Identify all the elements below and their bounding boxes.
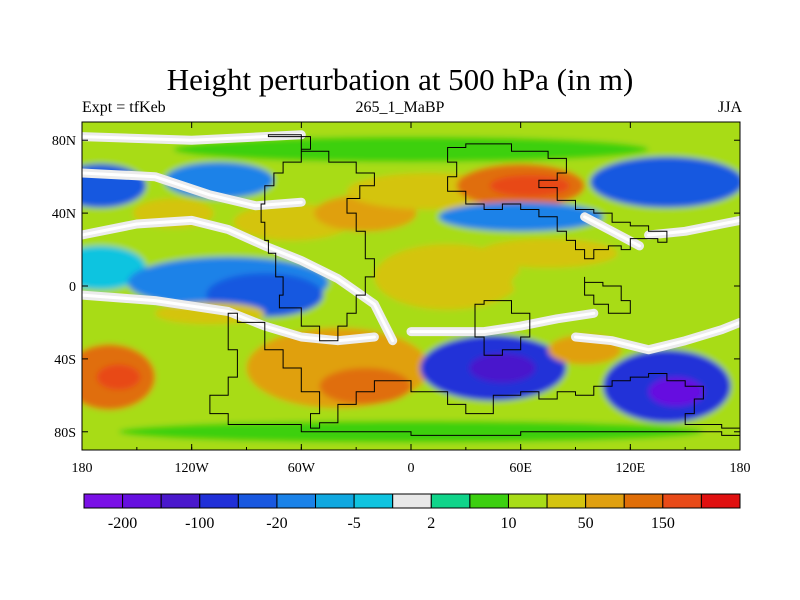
colorbar-box-12 <box>546 493 587 509</box>
lat-tick-label-2: 0 <box>69 280 76 295</box>
field-cell-20 <box>319 368 411 405</box>
field-cell-16 <box>478 238 618 268</box>
colorbar-box-5 <box>276 493 317 509</box>
run-label: 265_1_MaBP <box>355 99 445 116</box>
lat-tick-label-1: 40N <box>52 207 76 222</box>
field-cell-8 <box>438 202 603 232</box>
field-cell-24 <box>648 377 704 407</box>
neutral-band-core-0 <box>82 218 395 343</box>
neutral-band-core-2 <box>82 171 303 208</box>
colorbar-label-2: -20 <box>266 515 287 532</box>
field-cell-14 <box>374 244 521 310</box>
field-cell-22 <box>469 353 536 383</box>
lat-tick-label-0: 80N <box>52 134 76 149</box>
field-cell-15 <box>511 256 713 308</box>
colorbar-label-5: 10 <box>500 515 516 532</box>
colorbar-label-0: -200 <box>108 515 137 532</box>
axes: 180 120W 60W 0 60E 120E 180 80N 40N 0 40S 80S <box>52 122 751 476</box>
experiment-label: Expt = tfKeb <box>82 99 166 116</box>
field-cell-7 <box>489 174 571 197</box>
colorbar-box-8 <box>392 493 432 509</box>
colorbar-box-16 <box>700 493 741 509</box>
lon-tick-label-5: 120E <box>616 461 646 476</box>
field-cell-10 <box>173 136 649 163</box>
land-outline-4 <box>474 300 531 356</box>
lon-tick-label-0: 180 <box>72 461 93 476</box>
colorbar-box-10 <box>469 493 509 509</box>
lon-tick-label-1: 120W <box>175 461 210 476</box>
season-label: JJA <box>717 99 742 116</box>
colorbar-box-3 <box>199 493 239 509</box>
neutral-band-core-7 <box>82 133 303 142</box>
field-shading <box>82 122 740 450</box>
colorbar-box-2 <box>160 493 201 509</box>
colorbar-box-15 <box>662 493 702 509</box>
colorbar-box-11 <box>507 493 548 509</box>
colorbar-box-6 <box>315 493 355 509</box>
colorbar-box-14 <box>623 493 664 509</box>
lat-tick-label-3: 40S <box>54 353 76 368</box>
colorbar-label-6: 50 <box>578 515 594 532</box>
land-outline-3 <box>584 276 631 314</box>
neutral-band-core-5 <box>409 311 596 334</box>
lon-tick-label-3: 0 <box>408 461 415 476</box>
lon-tick-label-6: 180 <box>730 461 751 476</box>
colorbar-label-1: -100 <box>185 515 214 532</box>
colorbar-box-9 <box>430 493 471 509</box>
colorbar-box-1 <box>122 493 162 509</box>
neutral-band-core-4 <box>574 320 740 352</box>
colorbar: -200 -100 -20 -5 2 10 50 150 <box>83 493 741 532</box>
colorbar-box-7 <box>353 493 394 509</box>
lat-tick-label-4: 80S <box>54 426 76 441</box>
height-field <box>82 122 740 450</box>
colorbar-box-0 <box>83 493 124 509</box>
lon-tick-label-2: 60W <box>288 461 316 476</box>
continent-outlines <box>209 134 740 436</box>
lon-tick-label-4: 60E <box>509 461 532 476</box>
field-cell-9 <box>590 156 740 208</box>
land-outline-0 <box>260 134 375 342</box>
colorbar-box-4 <box>237 493 278 509</box>
colorbar-label-4: 2 <box>427 515 435 532</box>
land-outline-2 <box>447 143 668 260</box>
colorbar-box-13 <box>585 493 625 509</box>
field-cell-18 <box>96 364 141 390</box>
colorbar-label-7: 150 <box>651 515 675 532</box>
page-title: Height perturbation at 500 hPa (in m) <box>166 62 634 97</box>
colorbar-label-3: -5 <box>347 515 360 532</box>
land-outline-1 <box>209 312 740 436</box>
